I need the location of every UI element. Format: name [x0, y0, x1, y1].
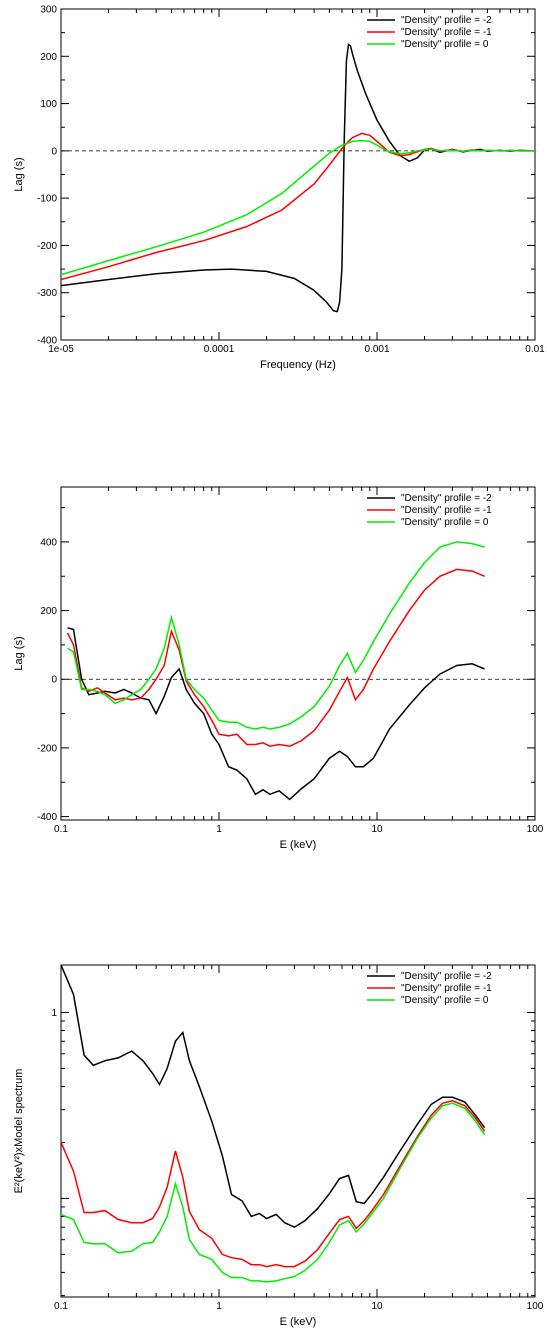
- x-tick-label: 10: [371, 824, 383, 835]
- x-axis-label: Frequency (Hz): [260, 359, 336, 371]
- series-line-3: [61, 1102, 486, 1283]
- chart-panel-1: 1e-05 0.0001 0.001 0.01 -400 -300 -200 -100 0 100…: [13, 5, 545, 372]
- legend-entry: "Density" profile = -1: [401, 505, 492, 516]
- x-axis-label: E (keV): [280, 1316, 317, 1328]
- plot-frame: [60, 486, 536, 821]
- y-tick-label: 1: [51, 1008, 57, 1019]
- y-tick-label: 400: [40, 537, 57, 548]
- legend-entry: "Density" profile = -2: [401, 971, 492, 982]
- y-axis-label: E²(keV²)xModel spectrum: [13, 1069, 25, 1194]
- x-axis-label: E (keV): [280, 839, 317, 851]
- x-tick-label: 10: [371, 1301, 383, 1312]
- x-tick-label: 0.1: [54, 824, 68, 835]
- x-tick-label: 0.0001: [204, 344, 235, 355]
- x-tick-label: 0.1: [54, 1301, 68, 1312]
- y-tick-label: -100: [37, 194, 57, 205]
- y-tick-label: 300: [40, 5, 57, 16]
- y-tick-label: -400: [37, 336, 57, 347]
- y-tick-label: 100: [40, 99, 57, 110]
- plot-frame: [60, 964, 536, 1298]
- chart-panel-3: 0.1 1 10 100 1 E (keV) E²(keV²)xModel spectrum…: [13, 964, 544, 1328]
- legend-entry: "Density" profile = 0: [401, 995, 489, 1006]
- x-tick-label: 100: [527, 1301, 544, 1312]
- y-tick-label: 0: [51, 146, 57, 157]
- x-tick-label: 1: [216, 824, 222, 835]
- y-tick-label: 0: [51, 675, 57, 686]
- y-axis-label: Lag (s): [13, 636, 25, 670]
- x-tick-label: 0.01: [525, 344, 545, 355]
- y-tick-label: -300: [37, 288, 57, 299]
- x-tick-label: 1: [216, 1301, 222, 1312]
- series-line-2: [61, 132, 535, 281]
- x-tick-label: 1e-05: [48, 344, 74, 355]
- x-tick-label: 0.001: [364, 344, 389, 355]
- legend-entry: "Density" profile = -2: [401, 15, 492, 26]
- series-line-3: [67, 541, 485, 730]
- y-tick-label: -200: [37, 241, 57, 252]
- legend-entry: "Density" profile = -2: [401, 493, 492, 504]
- series-line-2: [66, 568, 485, 747]
- y-tick-label: 200: [40, 52, 57, 63]
- series-line-2: [61, 1100, 486, 1268]
- series-line-1: [67, 627, 485, 801]
- y-tick-label: -200: [37, 743, 57, 754]
- series-line-1: [61, 43, 535, 313]
- y-axis-label: Lag (s): [13, 157, 25, 191]
- y-tick-label: -400: [37, 812, 57, 823]
- legend-entry: "Density" profile = -1: [401, 27, 492, 38]
- plot-frame: [60, 8, 536, 341]
- legend-entry: "Density" profile = 0: [401, 39, 489, 50]
- y-tick-label: 200: [40, 606, 57, 617]
- legend-entry: "Density" profile = 0: [401, 517, 489, 528]
- legend-entry: "Density" profile = -1: [401, 983, 492, 994]
- series-line-3: [61, 139, 535, 276]
- chart-panel-2: 0.1 1 10 100 -400 -200 0 200 400 E (keV) Lag (s) "D…: [13, 486, 544, 851]
- x-tick-label: 100: [527, 824, 544, 835]
- series-line-1: [61, 965, 486, 1229]
